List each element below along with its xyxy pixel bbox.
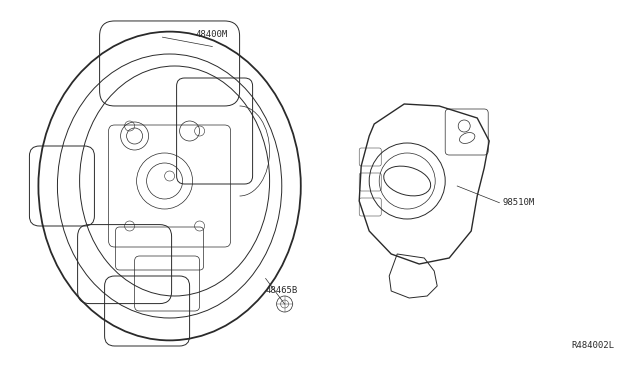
Text: 98510M: 98510M bbox=[502, 198, 534, 207]
Text: R484002L: R484002L bbox=[572, 341, 614, 350]
Text: 48400M: 48400M bbox=[195, 30, 227, 39]
Text: 48465B: 48465B bbox=[266, 286, 298, 295]
